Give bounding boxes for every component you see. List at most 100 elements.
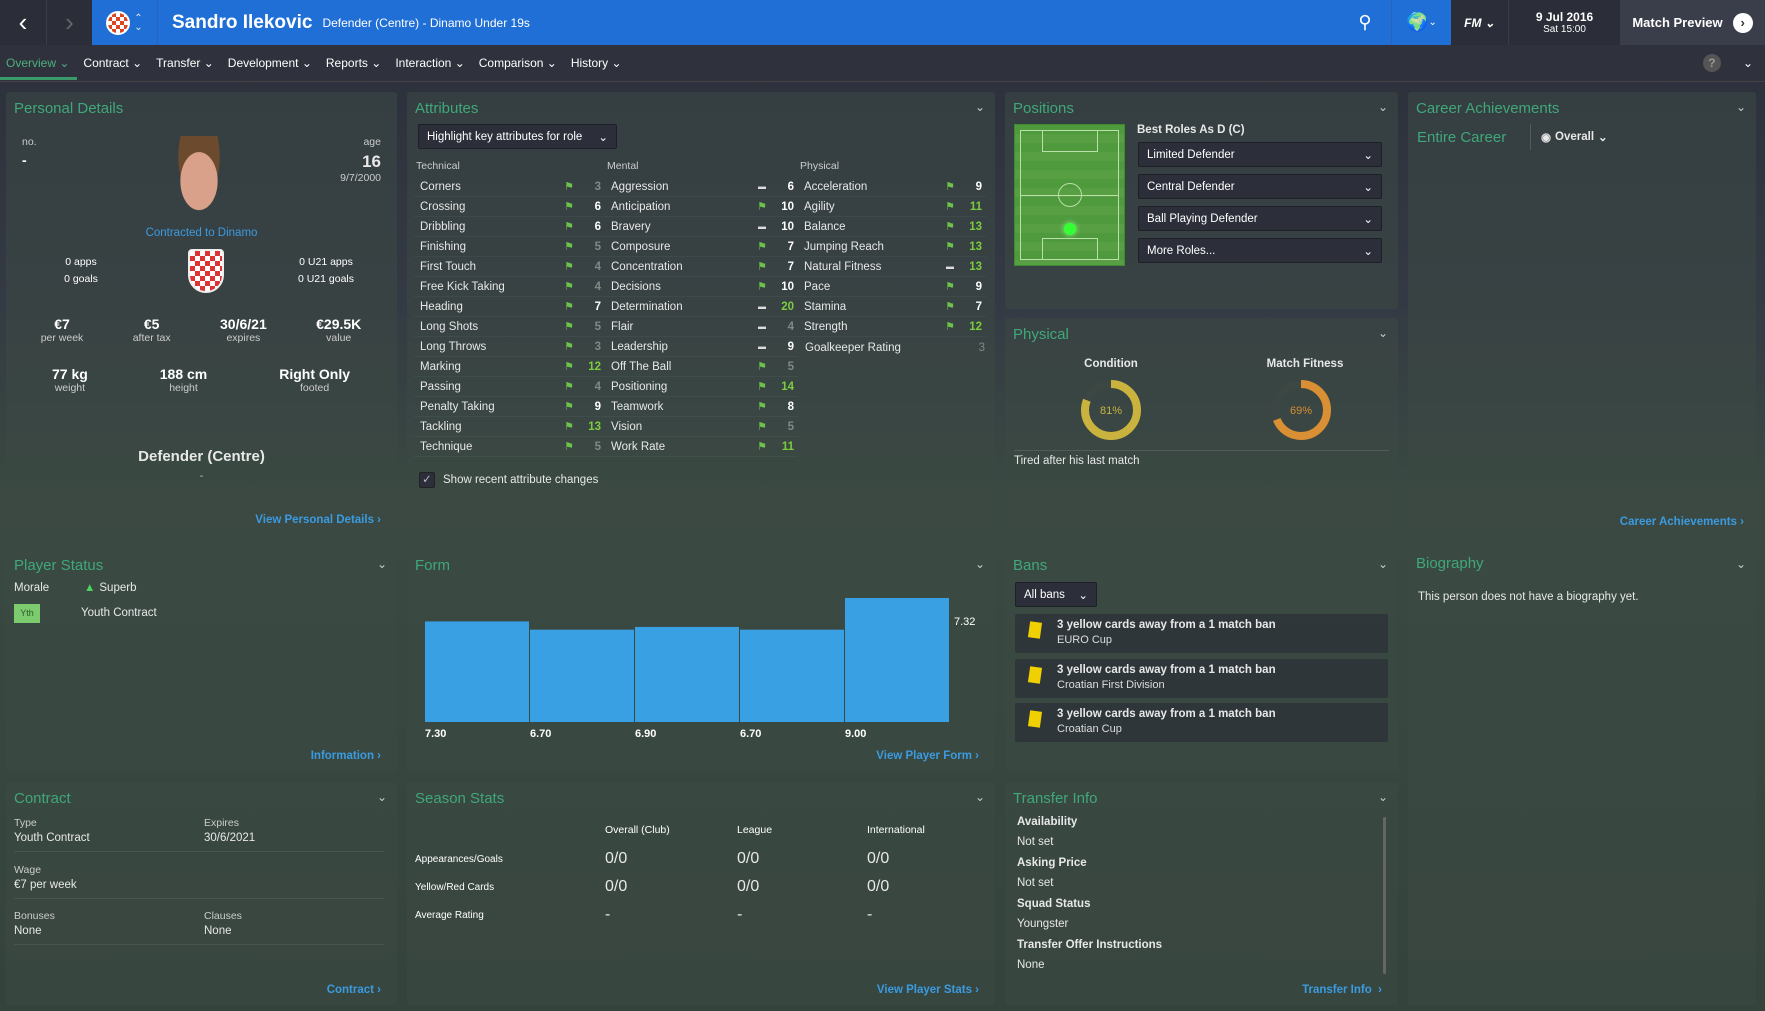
contract-panel: Contract ⌄ Type Expires Youth Contract 30…	[6, 782, 397, 1005]
tab-interaction[interactable]: Interaction ⌄	[395, 56, 465, 70]
technical-attributes: Corners ⚑ 3 Crossing ⚑ 6 Dribbling ⚑ 6 Finishing ⚑…	[414, 177, 605, 457]
dash-icon: ▬	[758, 302, 766, 311]
chevron-down-icon[interactable]: ⌄	[1735, 100, 1746, 114]
role-dropdown[interactable]: Ball Playing Defender ⌄	[1138, 206, 1382, 231]
attribute-row: Natural Fitness ▬ 13	[798, 257, 986, 277]
back-button[interactable]: ‹	[0, 0, 46, 45]
yellow-card-icon	[1027, 666, 1043, 684]
flag-icon: ⚑	[564, 261, 574, 273]
attribute-value: 14	[781, 380, 794, 393]
form-bar[interactable]	[425, 621, 529, 722]
chevron-down-icon[interactable]: ⌄	[974, 790, 985, 804]
form-bar-label: 6.70	[530, 728, 551, 740]
view-player-form-link[interactable]: View Player Form ›	[876, 750, 979, 762]
wage-label: Wage	[14, 864, 42, 876]
attribute-row: Bravery ▬ 10	[605, 217, 798, 237]
morale-value: ▲ Superb	[84, 582, 137, 594]
national-team-crest	[188, 249, 224, 293]
career-achievements-link[interactable]: Career Achievements ›	[1619, 516, 1744, 528]
flag-icon: ⚑	[945, 221, 955, 233]
search-icon[interactable]: ⚲	[1358, 12, 1372, 32]
attribute-name: Work Rate	[611, 440, 666, 453]
attribute-row: Flair ▬ 4	[605, 317, 798, 337]
tab-transfer[interactable]: Transfer ⌄	[156, 56, 214, 70]
fm-menu[interactable]: FM ⌄	[1451, 0, 1508, 45]
view-player-stats-link[interactable]: View Player Stats ›	[876, 984, 979, 996]
attribute-value: 12	[588, 360, 601, 373]
condition-gauge: 81%	[1081, 380, 1141, 440]
information-link[interactable]: Information ›	[310, 750, 381, 762]
role-dropdown[interactable]: Limited Defender ⌄	[1138, 142, 1382, 167]
contract-summary: €7 per week €5 after tax 30/6/21 expires €2…	[16, 316, 386, 344]
tab-comparison[interactable]: Comparison ⌄	[478, 56, 557, 70]
attribute-row: Long Shots ⚑ 5	[414, 317, 605, 337]
attribute-row: Corners ⚑ 3	[414, 177, 605, 197]
chevron-down-icon[interactable]: ⌄	[1377, 557, 1388, 571]
transfer-info-link[interactable]: Transfer Info ›	[1302, 984, 1382, 996]
attribute-name: Long Shots	[420, 320, 479, 333]
chevron-down-icon[interactable]: ⌄	[1742, 56, 1753, 70]
contract-link[interactable]: Contract ›	[326, 984, 381, 996]
show-changes-checkbox[interactable]: ✓ Show recent attribute changes	[419, 472, 598, 488]
role-dropdown[interactable]: Central Defender ⌄	[1138, 174, 1382, 199]
scrollbar[interactable]	[1383, 817, 1386, 974]
tab-history[interactable]: History ⌄	[570, 56, 622, 70]
row-label: Yellow/Red Cards	[415, 882, 495, 893]
tab-overview[interactable]: Overview ⌄	[0, 45, 78, 82]
panel-title: Bans	[1013, 557, 1048, 574]
match-preview-button[interactable]: Match Preview ›	[1620, 0, 1765, 45]
form-chart: 7.30 6.70 6.90 6.70 9.00 7.32	[425, 598, 975, 740]
attribute-value: 4	[594, 260, 601, 273]
chevron-down-icon[interactable]: ⌄	[1377, 100, 1388, 114]
form-bar[interactable]	[635, 626, 739, 722]
attribute-name: Leadership	[611, 340, 668, 353]
stat-value: 0/0	[737, 850, 760, 867]
chevron-down-icon[interactable]: ⌄	[974, 557, 985, 571]
chevron-down-icon[interactable]: ⌄	[376, 557, 387, 571]
date-display[interactable]: 9 Jul 2016 Sat 15:00	[1508, 0, 1620, 45]
contracted-club-link[interactable]: Contracted to Dinamo	[145, 227, 258, 239]
globe-menu[interactable]: 🌍 ⌄	[1391, 0, 1451, 45]
attribute-row: Strength ⚑ 12	[798, 317, 986, 337]
form-bar[interactable]	[845, 598, 949, 722]
tab-reports[interactable]: Reports ⌄	[325, 56, 382, 70]
overall-filter-dropdown[interactable]: ◉ Overall ⌄	[1530, 124, 1608, 150]
dash-icon: ▬	[946, 262, 954, 271]
help-icon[interactable]: ?	[1702, 54, 1721, 72]
date: 9 Jul 2016	[1535, 10, 1594, 24]
club-crest-icon	[106, 10, 131, 35]
bans-filter-dropdown[interactable]: All bans ⌄	[1015, 582, 1097, 607]
ban-item: 3 yellow cards away from a 1 match ban EU…	[1015, 614, 1388, 653]
row-label: Appearances/Goals	[415, 854, 503, 865]
attributes-panel: Attributes ⌄ Highlight key attributes fo…	[407, 92, 995, 538]
morale-up-icon: ▲	[84, 582, 96, 594]
attribute-value: 4	[594, 380, 601, 393]
chevron-down-icon[interactable]: ⌄	[1735, 557, 1746, 571]
more-roles-dropdown[interactable]: More Roles... ⌄	[1138, 238, 1382, 263]
physical-attributes: Acceleration ⚑ 9 Agility ⚑ 11 Balance ⚑ 13 Jumpin…	[798, 177, 986, 337]
attribute-name: Heading	[420, 300, 463, 313]
flag-icon: ⚑	[757, 201, 767, 213]
row-label: Average Rating	[415, 910, 484, 921]
view-personal-details-link[interactable]: View Personal Details ›	[255, 514, 381, 526]
chevron-down-icon[interactable]: ⌄	[974, 100, 985, 114]
number-label: no.	[22, 136, 37, 148]
club-switcher[interactable]: ⌃ ⌄	[92, 0, 158, 45]
flag-icon: ⚑	[564, 281, 574, 293]
attribute-row: Positioning ⚑ 14	[605, 377, 798, 397]
attribute-name: Technique	[420, 440, 473, 453]
flag-icon: ⚑	[945, 241, 955, 253]
weight-stat: 77 kg weight	[51, 366, 88, 394]
highlight-role-dropdown[interactable]: Highlight key attributes for role ⌄	[418, 124, 617, 149]
form-bar[interactable]	[530, 629, 634, 722]
forward-button[interactable]: ›	[46, 0, 92, 45]
yellow-card-icon	[1027, 710, 1043, 728]
chevron-down-icon[interactable]: ⌄	[1377, 790, 1388, 804]
chevron-down-icon[interactable]: ⌄	[376, 790, 387, 804]
tab-contract[interactable]: Contract ⌄	[83, 56, 143, 70]
panel-title: Player Status	[14, 557, 104, 574]
tab-development[interactable]: Development ⌄	[227, 56, 312, 70]
chevron-down-icon[interactable]: ⌄	[1377, 326, 1388, 340]
column-header: Overall (Club)	[605, 824, 670, 836]
form-bar[interactable]	[740, 629, 844, 722]
